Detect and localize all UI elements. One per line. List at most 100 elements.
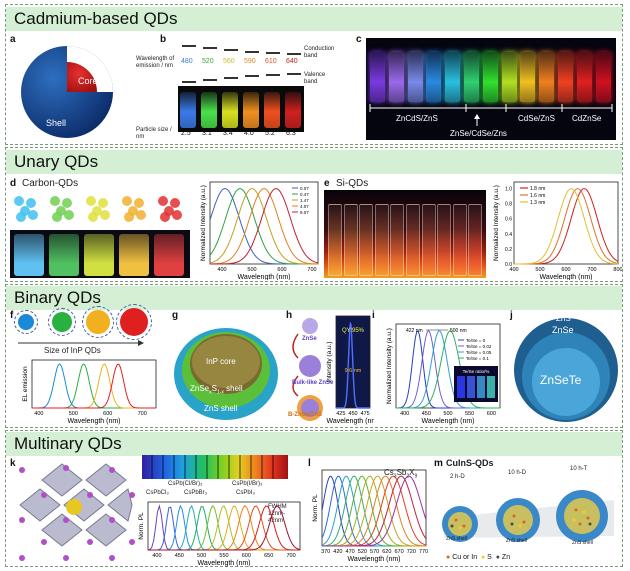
spectrum-series-5 — [148, 505, 300, 551]
panel-m-letter: m — [434, 458, 443, 469]
panel-b-vial-5 — [285, 92, 301, 128]
panel-c-vial-5 — [464, 52, 479, 102]
panel-m-stage-0: 2 h-D — [450, 474, 465, 480]
panel-e-vial-1 — [343, 204, 358, 276]
panel-k-perovskite-structure — [19, 463, 135, 561]
panel-c-letter: c — [356, 34, 362, 45]
spectrum-series-2 — [514, 188, 619, 265]
panel-f-ligand-ring-1 — [48, 308, 76, 336]
panel-g-core-shell-diagram — [174, 328, 278, 420]
section-title-cadmium: Cadmium-based QDs — [6, 7, 622, 31]
panel-d-dot-3-1 — [134, 198, 144, 208]
panel-b-wavelength-0: 480 — [181, 58, 193, 65]
panel-l-formula: Cs3Sb2X9 — [384, 468, 417, 480]
panel-d-dot-2-1 — [98, 198, 108, 208]
panel-c-vial-0 — [370, 52, 385, 102]
panel-b-conduction-label: Conduction band — [304, 46, 335, 59]
panel-l-formula-sb: Sb — [396, 468, 407, 477]
panel-f-qd-3 — [120, 308, 148, 336]
spectrum-series-10 — [322, 475, 427, 547]
panel-i-inset-label: Te/Se ratio/% — [463, 369, 490, 374]
spectrum-series-4 — [148, 506, 300, 551]
x-tick-2: 500 — [443, 411, 452, 417]
panel-e-vial-7 — [437, 204, 452, 276]
panel-g-mid-tail: shell — [223, 384, 243, 393]
x-tick-3: 700 — [587, 267, 596, 273]
spectrum-series-3 — [148, 504, 300, 551]
panel-e-vial-4 — [390, 204, 405, 276]
panel-k-top-label-0: CsPb(Cl/Br)₃ — [168, 481, 203, 487]
panel-h-step2: Bulk-like ZnSe — [292, 380, 334, 386]
spectrum-series-2 — [321, 475, 426, 547]
panel-i-spectra-chart: 400 450 500 550 600 Wavelength (nm) Normalized… — [386, 323, 501, 425]
panel-m-shell-label-2: ZnS shell — [572, 540, 593, 546]
panel-b-valence-label: Valence band — [304, 72, 326, 85]
panel-d-dot-4-1 — [170, 198, 180, 208]
spectrum-series-5 — [322, 475, 426, 547]
x-axis-label: Wavelength (nm) — [539, 274, 592, 280]
x-tick-5: 650 — [264, 553, 273, 559]
panel-k-top-label-1: CsPb(I/Br)₃ — [232, 481, 263, 487]
panel-b-size-3: 4.0 — [244, 130, 254, 137]
x-tick-3: 550 — [465, 411, 474, 417]
panel-h-fwhm: 9.6 nm — [345, 368, 362, 374]
plot-frame — [209, 181, 319, 265]
panel-d-dot-0-1 — [26, 198, 36, 208]
panel-l-letter: l — [308, 458, 311, 469]
panel-k-mid-label-1: CsPbBr₃ — [184, 490, 208, 496]
y-tick-0: 0.0 — [505, 262, 512, 268]
panel-d-dot-1-0 — [50, 196, 60, 206]
panel-k-mid-label-0: CsPbCl₃ — [146, 490, 169, 496]
panel-d-dot-3-3 — [136, 210, 146, 220]
panel-b-wavelength-label: Wavelength of emission / nm — [136, 56, 175, 69]
panel-f-ligand-ring-2 — [82, 306, 114, 338]
panel-g-letter: g — [172, 310, 179, 321]
panel-d-dot-2-2 — [92, 206, 102, 216]
panel-b-vial-1 — [201, 92, 217, 128]
panel-d-dot-4-4 — [160, 212, 170, 222]
plot-frame — [335, 315, 371, 409]
spectrum-series-0 — [147, 504, 300, 551]
panel-d-dot-4-0 — [158, 196, 168, 206]
spectrum-series-9 — [322, 475, 427, 547]
panel-d-dot-3-0 — [122, 196, 132, 206]
x-tick-1: 450 — [175, 553, 184, 559]
y-tick-4: 0.8 — [505, 202, 512, 208]
spectrum-series-2 — [32, 363, 156, 409]
panel-l-formula-cs: Cs — [384, 468, 394, 477]
panel-d-dot-1-2 — [56, 206, 66, 216]
legend-label-1: 0.47 — [300, 192, 309, 197]
panel-k-vials-photo — [142, 455, 288, 479]
panel-f-qd-2 — [86, 310, 110, 334]
x-tick-3: 700 — [138, 411, 147, 417]
panel-e-vial-6 — [421, 204, 436, 276]
panel-m-shell-label-1: ZnS shell — [506, 538, 527, 544]
spectrum-series-4 — [210, 188, 319, 265]
panel-f-size-arrow — [18, 340, 144, 346]
spectrum-series-2 — [148, 504, 300, 551]
panel-d-title: Carbon-QDs — [22, 178, 79, 189]
spectrum-series-7 — [322, 475, 426, 547]
x-tick-1: 420 — [333, 549, 342, 555]
panel-e-letter: e — [324, 178, 330, 189]
legend-label-0: 1.8 nm — [530, 186, 545, 192]
x-axis-label: Wavelength (nm) — [347, 556, 400, 563]
x-tick-0: 370 — [321, 549, 330, 555]
x-tick-0: 400 — [217, 267, 226, 273]
x-tick-0: 400 — [34, 411, 43, 417]
panel-b-wavelength-3: 590 — [244, 58, 256, 65]
panel-d-dot-1-1 — [62, 198, 72, 208]
panel-f-ligand-ring-0 — [14, 310, 38, 334]
panel-e-title: Si-QDs — [336, 178, 369, 189]
x-tick-7: 720 — [407, 549, 416, 555]
legend-dot-s: ● — [480, 554, 486, 561]
panel-c-vial-10 — [558, 52, 573, 102]
section-unary — [5, 147, 623, 282]
legend-label-2: 1.47 — [300, 198, 309, 203]
panel-c-vial-4 — [445, 52, 461, 102]
panel-h-step3: B-ZnSe/ZnS — [288, 412, 322, 418]
panel-e-vial-9 — [468, 204, 483, 276]
spectrum-series-1 — [514, 188, 619, 265]
section-title-unary: Unary QDs — [6, 150, 622, 174]
spectrum-series-3 — [396, 330, 500, 409]
